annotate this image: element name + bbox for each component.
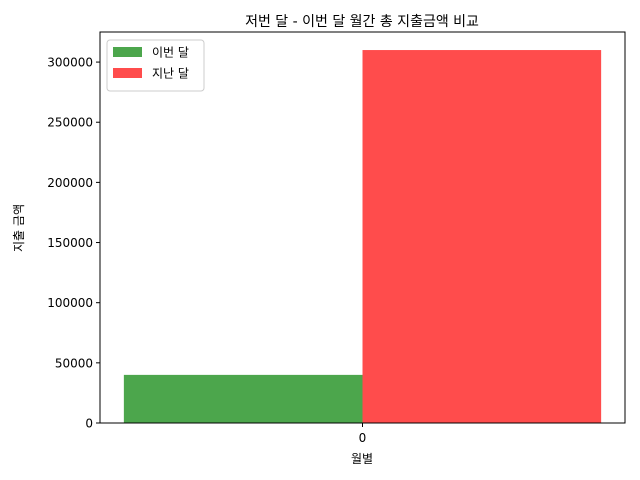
x-tick-label: 0 bbox=[359, 431, 367, 445]
y-tick-label: 0 bbox=[85, 417, 93, 431]
y-tick-label: 250000 bbox=[47, 116, 93, 130]
legend-swatch bbox=[113, 47, 142, 57]
x-axis-label: 월별 bbox=[351, 452, 373, 466]
legend-label: 이번 달 bbox=[152, 46, 189, 60]
y-tick-label: 100000 bbox=[47, 296, 93, 310]
legend: 이번 달지난 달 bbox=[106, 39, 205, 92]
plot-area bbox=[123, 50, 602, 424]
bar-this-month-0 bbox=[123, 374, 363, 423]
y-axis: 0 50000 100000 150000 200000 250000 300000 bbox=[47, 56, 100, 431]
y-tick-label: 300000 bbox=[47, 56, 93, 70]
legend-swatch bbox=[113, 68, 142, 78]
y-axis-label: 지출 금액 bbox=[12, 204, 26, 252]
y-tick-label: 200000 bbox=[47, 176, 93, 190]
chart-title: 저번 달 - 이번 달 월간 총 지출금액 비교 bbox=[245, 14, 479, 30]
x-axis: 0 bbox=[359, 423, 367, 445]
y-tick-label: 150000 bbox=[47, 236, 93, 250]
y-tick-label: 50000 bbox=[55, 356, 93, 370]
legend-label: 지난 달 bbox=[152, 67, 189, 81]
bar-last-month-0 bbox=[362, 50, 602, 424]
